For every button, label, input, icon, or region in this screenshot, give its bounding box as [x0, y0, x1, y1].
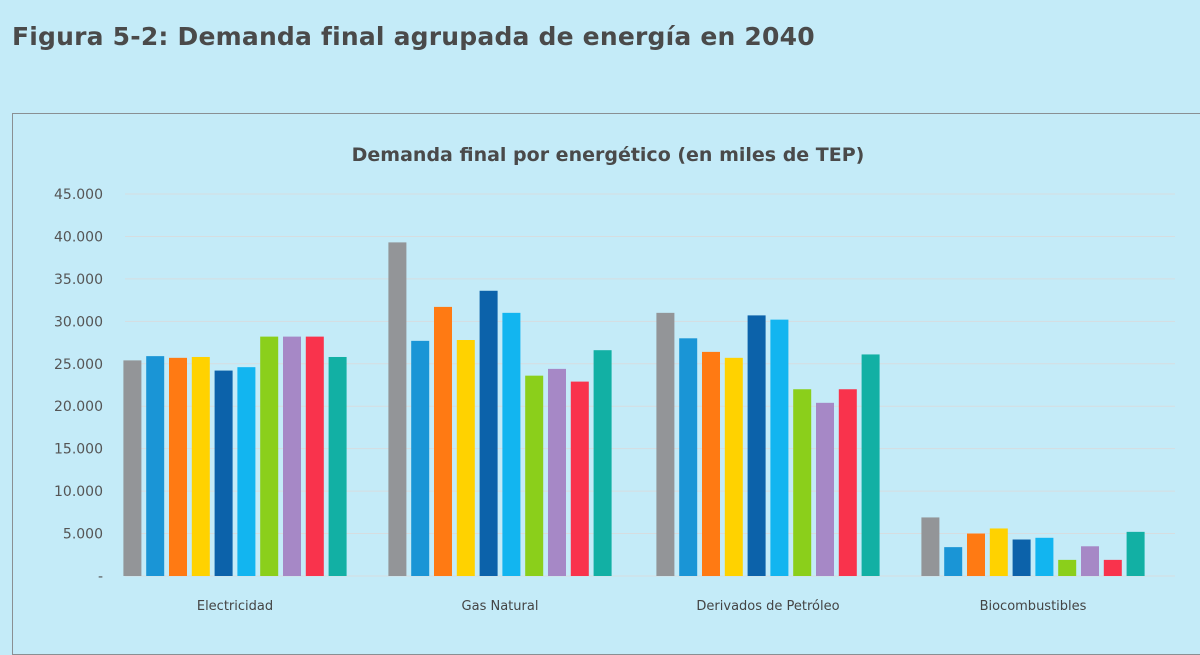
bar [237, 367, 256, 576]
bar [793, 389, 812, 576]
bar [411, 340, 430, 576]
y-tick-label: 40.000 [54, 229, 103, 245]
category-label: Biocombustibles [980, 599, 1087, 614]
y-axis-ticks: - 5.000 10.000 15.000 20.000 25.000 30.000 35.0… [54, 187, 103, 585]
bar-chart: Demanda final por energético (en miles d… [54, 144, 1175, 614]
figure-title: Figura 5-2: Demanda final agrupada de en… [12, 22, 815, 51]
bar [260, 336, 279, 576]
bar [770, 319, 789, 576]
bar [305, 336, 324, 576]
bar [1081, 546, 1099, 576]
bar [169, 357, 187, 576]
bar [146, 356, 165, 576]
bar [1035, 537, 1054, 576]
x-axis-categories: Electricidad Gas Natural Derivados de Petr… [197, 599, 1087, 614]
bar [1126, 531, 1145, 576]
category-label: Gas Natural [462, 599, 539, 614]
bar [525, 375, 544, 576]
chart-title: Demanda final por energético (en miles d… [352, 144, 865, 166]
bar [1058, 559, 1077, 576]
y-tick-label: 15.000 [54, 442, 103, 458]
y-tick-label: 5.000 [63, 527, 103, 543]
bar [479, 290, 498, 576]
bar [967, 533, 985, 576]
category-label: Derivados de Petróleo [696, 599, 839, 614]
bar [1103, 559, 1122, 576]
y-tick-label: 20.000 [54, 399, 103, 415]
bar [921, 517, 940, 576]
bar [123, 360, 142, 576]
y-tick-label: 25.000 [54, 357, 103, 373]
chart-panel: Demanda final por energético (en miles d… [12, 113, 1200, 655]
bar [656, 312, 675, 576]
bar [434, 306, 452, 576]
y-tick-label: 45.000 [54, 187, 103, 203]
bar [724, 357, 743, 576]
bar [214, 370, 233, 576]
y-tick-label: 10.000 [54, 484, 103, 500]
chart-grid [125, 193, 1175, 577]
bar [456, 340, 475, 576]
bar [328, 356, 347, 576]
y-tick-label: 35.000 [54, 272, 103, 288]
category-label: Electricidad [197, 599, 273, 614]
bar [1012, 539, 1031, 576]
bar [838, 389, 857, 576]
bar [861, 354, 880, 576]
bar [593, 350, 612, 576]
bar [747, 315, 766, 576]
y-tick-label: - [98, 569, 103, 585]
bar [388, 242, 407, 577]
bar [679, 338, 698, 576]
bar [702, 351, 720, 576]
chart-bars [123, 242, 1145, 577]
bar [502, 312, 521, 576]
y-tick-label: 30.000 [54, 314, 103, 330]
bar [944, 547, 963, 576]
bar [570, 381, 589, 576]
bar [548, 368, 566, 576]
bar [283, 336, 301, 576]
bar [989, 528, 1008, 576]
bar [816, 402, 834, 576]
bar [191, 356, 210, 576]
